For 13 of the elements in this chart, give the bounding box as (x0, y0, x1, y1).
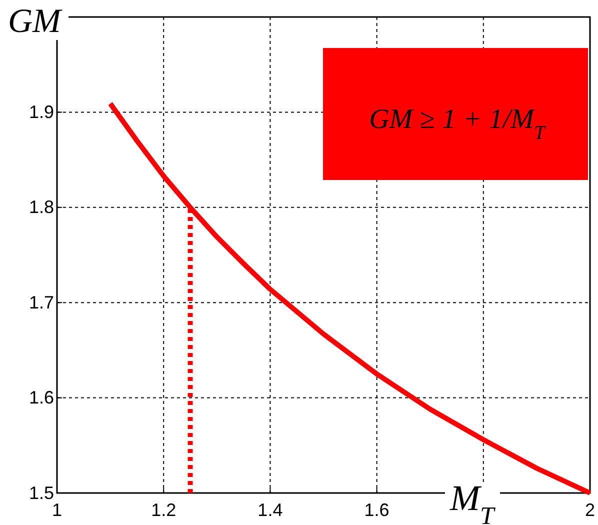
y-tick-label: 1.8 (28, 197, 54, 218)
x-tick-label: 1.2 (151, 500, 176, 520)
x-axis-title: M$_{T}$ (449, 478, 496, 525)
x-tick-label: 2 (584, 500, 596, 520)
y-tick-label: 1.9 (28, 102, 54, 122)
x-tick-label: 1.4 (258, 500, 283, 520)
y-tick-label: 1.6 (28, 388, 54, 408)
x-tick-label: 1.6 (364, 500, 390, 520)
annotation: GM ≥ 1 + 1/M$_{T}$ (369, 104, 548, 144)
y-axis-title: GM (8, 3, 63, 40)
y-tick-label: 1.7 (28, 292, 54, 312)
y-tick-label: 1.5 (28, 482, 54, 503)
x-tick-label: 1 (52, 500, 62, 520)
